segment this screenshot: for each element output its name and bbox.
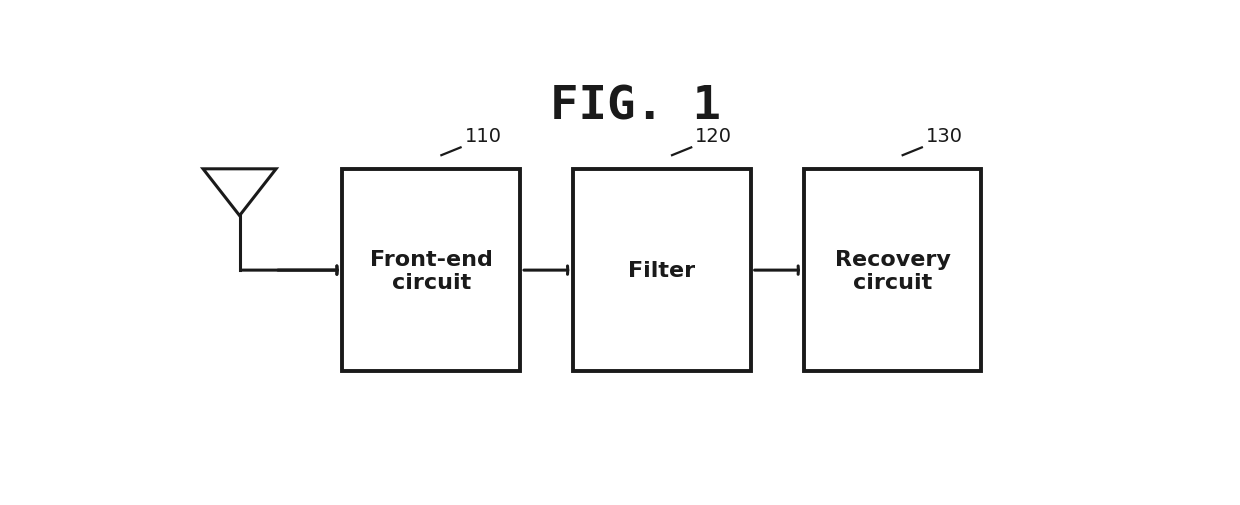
Text: Front-end
circuit: Front-end circuit xyxy=(370,249,492,292)
Text: Filter: Filter xyxy=(629,261,696,281)
Bar xyxy=(804,170,982,372)
Polygon shape xyxy=(203,170,277,216)
Bar xyxy=(573,170,751,372)
Text: 130: 130 xyxy=(926,127,962,146)
Text: 110: 110 xyxy=(465,127,501,146)
Text: Recovery
circuit: Recovery circuit xyxy=(835,249,951,292)
Text: FIG. 1: FIG. 1 xyxy=(551,85,720,130)
Text: 120: 120 xyxy=(696,127,732,146)
Bar xyxy=(342,170,521,372)
